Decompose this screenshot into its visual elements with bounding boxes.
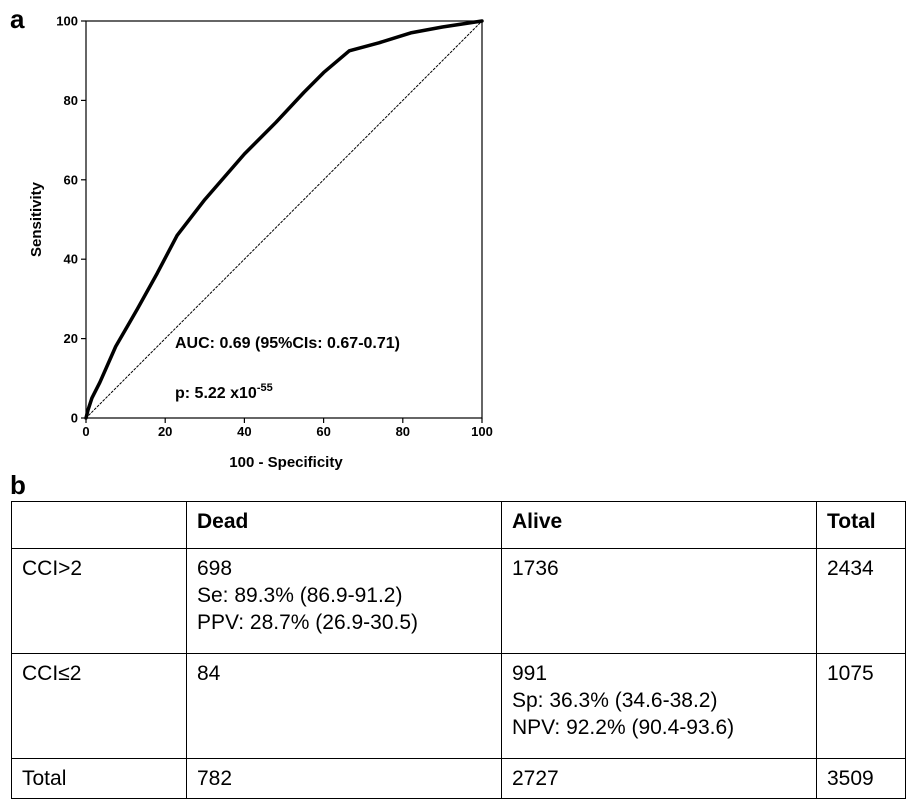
header-alive: Alive (501, 501, 817, 549)
cell-line: 991 (512, 662, 548, 685)
cell-line: 3509 (827, 767, 874, 790)
cell-line: 698 (197, 557, 233, 580)
cell-line: Sp: 36.3% (34.6-38.2) (512, 689, 718, 712)
x-tick-label: 0 (82, 424, 89, 439)
cell-line: PPV: 28.7% (26.9-30.5) (197, 611, 419, 634)
x-tick-label: 40 (237, 424, 251, 439)
row-label: CCI≤2 (11, 653, 187, 759)
x-axis-title: 100 - Specificity (229, 454, 343, 471)
cell-line: Se: 89.3% (86.9-91.2) (197, 584, 403, 607)
series-layer (84, 19, 484, 420)
table-row: Total 782 2727 3509 (11, 758, 906, 799)
y-tick-label: 80 (64, 93, 78, 108)
header-dead: Dead (186, 501, 502, 549)
y-tick-label: 40 (64, 252, 78, 267)
cell-total: 2434 (816, 548, 906, 654)
y-tick-label: 0 (71, 411, 78, 426)
x-tick-label: 60 (316, 424, 330, 439)
p-value-annotation: p: 5.22 x10-55 (175, 382, 273, 402)
cell-dead: 782 (186, 758, 502, 799)
y-axis-title: Sensitivity (28, 181, 45, 257)
table-row: CCI≤2 84 991 Sp: 36.3% (34.6-38.2) NPV: 92.2… (11, 653, 906, 759)
plot-border (85, 20, 483, 419)
table-header-row: Dead Alive Total (11, 501, 906, 549)
header-total: Total (816, 501, 906, 549)
cell-line: 84 (197, 662, 221, 685)
panel-b-label: b (10, 470, 26, 500)
table-row: CCI>2 698 Se: 89.3% (86.9-91.2) PPV: 28.7% … (11, 548, 906, 654)
cell-line: NPV: 92.2% (90.4-93.6) (512, 716, 735, 739)
y-tick-label: 100 (56, 14, 78, 29)
x-tick-label: 80 (396, 424, 410, 439)
cell-total: 1075 (816, 653, 906, 759)
cell-line: 782 (197, 767, 233, 790)
y-tick-label: 60 (64, 172, 78, 187)
cell-line: 2434 (827, 557, 874, 580)
header-empty (11, 501, 187, 549)
cell-line: 2727 (512, 767, 559, 790)
roc-curve-line (84, 19, 484, 420)
contingency-table: Dead Alive Total CCI>2 698 Se: 89.3% (86.9… (11, 501, 906, 799)
panel-a-label: a (10, 4, 25, 34)
plot-frame (85, 20, 483, 419)
auc-annotation: AUC: 0.69 (95%CIs: 0.67-0.71) (175, 335, 400, 352)
p-value-exponent: -55 (257, 382, 273, 394)
cell-dead: 84 (186, 653, 502, 759)
cell-dead: 698 Se: 89.3% (86.9-91.2) PPV: 28.7% (26.9… (186, 548, 502, 654)
cell-total: 3509 (816, 758, 906, 799)
y-axis-ticks: 0 20 40 60 80 100 (56, 14, 86, 426)
cell-alive: 991 Sp: 36.3% (34.6-38.2) NPV: 92.2% (90.4… (501, 653, 817, 759)
p-value-base: p: 5.22 x10 (175, 385, 257, 402)
reference-diagonal-line (85, 20, 483, 419)
cell-alive: 2727 (501, 758, 817, 799)
x-tick-label: 100 (471, 424, 493, 439)
cell-alive: 1736 (501, 548, 817, 654)
x-tick-label: 20 (158, 424, 172, 439)
cell-line: 1075 (827, 662, 874, 685)
row-label: Total (11, 758, 187, 799)
row-label: CCI>2 (11, 548, 187, 654)
roc-chart: 0 20 40 60 80 100 0 20 40 60 80 100 100 - Specific… (28, 14, 493, 472)
x-axis-ticks: 0 20 40 60 80 100 (82, 418, 493, 439)
cell-line: 1736 (512, 557, 559, 580)
y-tick-label: 20 (64, 331, 78, 346)
